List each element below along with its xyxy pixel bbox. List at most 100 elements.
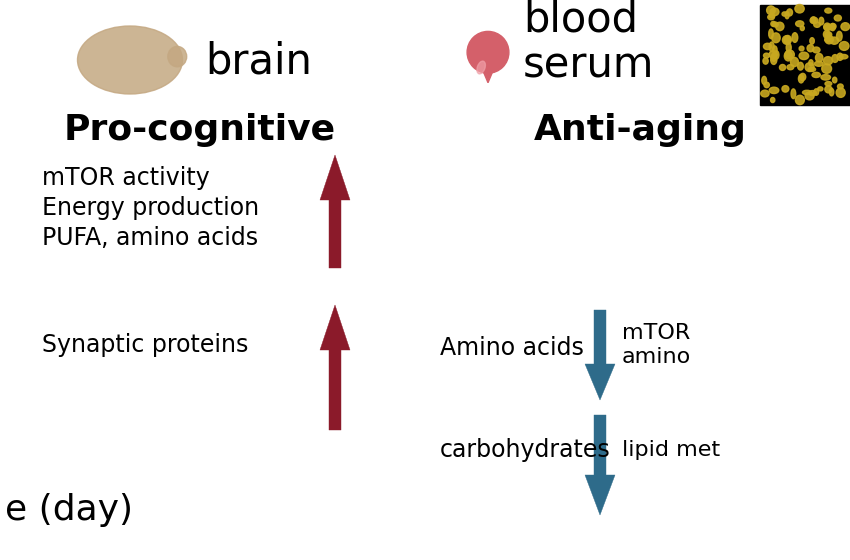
Ellipse shape (836, 31, 842, 41)
Ellipse shape (764, 82, 769, 88)
Ellipse shape (771, 21, 776, 26)
Ellipse shape (769, 14, 774, 18)
Ellipse shape (787, 64, 794, 70)
Ellipse shape (813, 47, 820, 53)
Polygon shape (585, 415, 615, 515)
Ellipse shape (830, 24, 836, 31)
Ellipse shape (77, 26, 183, 94)
Ellipse shape (763, 53, 769, 58)
Ellipse shape (807, 45, 813, 52)
Ellipse shape (768, 29, 774, 39)
Ellipse shape (769, 50, 777, 58)
Ellipse shape (761, 90, 769, 97)
Ellipse shape (776, 22, 784, 31)
Ellipse shape (796, 95, 804, 105)
Ellipse shape (802, 90, 812, 95)
Ellipse shape (839, 41, 849, 50)
Ellipse shape (796, 21, 804, 27)
Ellipse shape (771, 55, 777, 64)
Ellipse shape (814, 61, 824, 66)
Ellipse shape (769, 87, 779, 94)
Ellipse shape (797, 62, 803, 70)
Ellipse shape (824, 25, 834, 30)
Ellipse shape (795, 4, 804, 13)
Ellipse shape (818, 87, 823, 91)
Text: Anti-aging: Anti-aging (534, 113, 746, 147)
Ellipse shape (836, 88, 845, 97)
Ellipse shape (800, 26, 804, 31)
Polygon shape (320, 155, 350, 268)
Ellipse shape (167, 46, 187, 67)
Ellipse shape (771, 53, 777, 61)
Ellipse shape (771, 97, 775, 102)
Ellipse shape (837, 84, 843, 89)
Ellipse shape (825, 35, 833, 44)
Text: PUFA, amino acids: PUFA, amino acids (42, 226, 258, 250)
Text: blood
serum: blood serum (523, 0, 654, 86)
Ellipse shape (798, 74, 804, 83)
Ellipse shape (799, 46, 804, 51)
Ellipse shape (808, 67, 816, 72)
Text: e (day): e (day) (5, 493, 133, 527)
Circle shape (468, 31, 509, 73)
Ellipse shape (821, 74, 830, 80)
Ellipse shape (808, 91, 816, 96)
Ellipse shape (768, 15, 774, 20)
Ellipse shape (837, 53, 843, 60)
Ellipse shape (824, 86, 832, 93)
Polygon shape (472, 45, 504, 83)
Text: Synaptic proteins: Synaptic proteins (42, 333, 248, 357)
Ellipse shape (770, 8, 779, 16)
Ellipse shape (785, 51, 792, 61)
Ellipse shape (824, 8, 832, 13)
Ellipse shape (825, 32, 832, 38)
Ellipse shape (773, 22, 779, 27)
Ellipse shape (785, 11, 789, 18)
Ellipse shape (769, 42, 774, 52)
Ellipse shape (782, 12, 787, 16)
Text: Pro-cognitive: Pro-cognitive (64, 113, 336, 147)
Ellipse shape (791, 89, 796, 99)
Ellipse shape (786, 43, 791, 52)
Ellipse shape (779, 64, 785, 71)
Ellipse shape (839, 54, 847, 59)
Ellipse shape (772, 33, 780, 43)
Ellipse shape (830, 88, 834, 96)
Ellipse shape (809, 60, 813, 66)
Ellipse shape (799, 52, 808, 59)
Ellipse shape (824, 30, 830, 38)
Ellipse shape (790, 57, 798, 67)
Ellipse shape (763, 58, 768, 64)
Ellipse shape (810, 17, 818, 24)
Ellipse shape (815, 53, 823, 62)
Ellipse shape (832, 54, 838, 62)
Ellipse shape (782, 86, 789, 92)
Text: Energy production: Energy production (42, 196, 259, 220)
Text: lipid met: lipid met (622, 440, 720, 460)
Ellipse shape (792, 32, 798, 43)
Text: mTOR activity: mTOR activity (42, 166, 210, 190)
Text: carbohydrates: carbohydrates (440, 438, 611, 462)
Ellipse shape (824, 38, 831, 42)
Ellipse shape (825, 82, 832, 86)
Ellipse shape (805, 63, 814, 72)
Text: mTOR
amino: mTOR amino (622, 324, 691, 367)
Text: brain: brain (205, 41, 312, 83)
Ellipse shape (812, 72, 820, 77)
Ellipse shape (824, 23, 830, 31)
Ellipse shape (822, 64, 831, 73)
Ellipse shape (783, 36, 790, 44)
Bar (760, 5, 850, 105)
Ellipse shape (813, 89, 819, 95)
Ellipse shape (763, 43, 772, 50)
Ellipse shape (773, 46, 777, 54)
Ellipse shape (762, 76, 767, 85)
Ellipse shape (800, 73, 806, 81)
Ellipse shape (785, 50, 795, 59)
Text: Amino acids: Amino acids (440, 336, 584, 360)
Ellipse shape (787, 9, 792, 16)
Ellipse shape (810, 38, 814, 44)
Ellipse shape (767, 6, 775, 15)
Ellipse shape (832, 77, 837, 83)
Ellipse shape (805, 92, 814, 100)
